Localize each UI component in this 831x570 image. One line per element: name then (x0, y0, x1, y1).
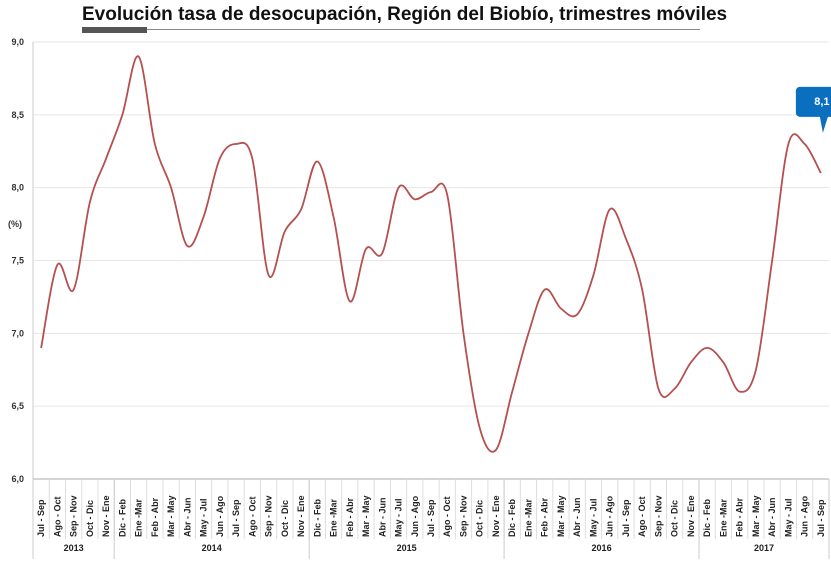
x-tick-label: Jul - Sep (816, 499, 826, 537)
x-tick-label: Mar - May (751, 495, 761, 537)
x-tick-label: Ago - Oct (247, 497, 257, 538)
y-tick-label: 6,5 (11, 401, 24, 411)
x-tick-label: May - Jul (394, 498, 404, 537)
x-tick-label: Dic - Feb (312, 498, 322, 537)
x-tick-label: Abr - Jun (767, 498, 777, 538)
x-tick-label: Nov - Ene (686, 495, 696, 537)
chart-title: Evolución tasa de desocupación, Región d… (82, 4, 728, 25)
y-tick-label: 9,0 (11, 37, 24, 47)
x-tick-label: Oct - Dic (670, 500, 680, 537)
year-label: 2015 (397, 543, 417, 553)
x-tick-label: Ene -Mar (523, 498, 533, 537)
x-tick-label: May - Jul (783, 498, 793, 537)
x-tick-label: Feb - Abr (345, 497, 355, 537)
x-tick-label: Mar - May (361, 495, 371, 537)
year-label: 2013 (64, 543, 84, 553)
x-tick-label: Nov - Ene (296, 495, 306, 537)
x-tick-label: Ene -Mar (134, 498, 144, 537)
x-tick-label: Jun - Ago (800, 495, 810, 537)
x-tick-label: Nov - Ene (491, 495, 501, 537)
x-tick-label: Jul - Sep (426, 499, 436, 537)
x-tick-label: May - Jul (199, 498, 209, 537)
y-tick-label: 8,5 (11, 110, 24, 120)
y-tick-label: 6,0 (11, 474, 24, 484)
x-tick-label: Sep - Nov (264, 495, 274, 537)
year-label: 2014 (202, 543, 222, 553)
x-tick-label: Jul - Sep (231, 499, 241, 537)
y-tick-label: 7,5 (11, 256, 24, 266)
x-tick-label: Oct - Dic (85, 500, 95, 537)
y-tick-label: 8,0 (11, 183, 24, 193)
series-line (40, 55, 822, 453)
year-label: 2017 (754, 543, 774, 553)
x-tick-label: Sep - Nov (653, 495, 663, 537)
x-tick-label: Ago - Oct (442, 497, 452, 538)
value-callout (795, 86, 831, 133)
x-tick-label: Ago - Oct (52, 497, 62, 538)
x-tick-label: Jun - Ago (215, 495, 225, 537)
x-tick-label: Abr - Jun (182, 498, 192, 538)
x-tick-label: Dic - Feb (702, 498, 712, 537)
x-tick-label: Sep - Nov (458, 495, 468, 537)
title-underline (82, 29, 700, 30)
x-tick-label: Oct - Dic (475, 500, 485, 537)
x-tick-label: Mar - May (556, 495, 566, 537)
x-tick-label: Jun - Ago (605, 495, 615, 537)
x-tick-label: Jul - Sep (621, 499, 631, 537)
x-tick-label: Abr - Jun (377, 498, 387, 538)
x-tick-label: Feb - Abr (540, 497, 550, 537)
x-tick-label: Abr - Jun (572, 498, 582, 538)
year-label: 2016 (592, 543, 612, 553)
y-tick-label: 7,0 (11, 328, 24, 338)
x-tick-label: Feb - Abr (735, 497, 745, 537)
x-tick-label: Jul - Sep (36, 499, 46, 537)
x-tick-label: Mar - May (166, 495, 176, 537)
title-underline-accent (82, 27, 147, 33)
x-tick-label: Nov - Ene (101, 495, 111, 537)
x-tick-label: Sep - Nov (69, 495, 79, 537)
x-tick-label: Ene -Mar (718, 498, 728, 537)
x-tick-label: Dic - Feb (117, 498, 127, 537)
x-tick-label: May - Jul (588, 498, 598, 537)
x-tick-label: Jun - Ago (410, 495, 420, 537)
x-tick-label: Ene -Mar (329, 498, 339, 537)
y-axis-label: (%) (8, 219, 22, 229)
x-tick-label: Dic - Feb (507, 498, 517, 537)
callout-label: 8,1 (814, 96, 829, 108)
x-tick-label: Oct - Dic (280, 500, 290, 537)
x-tick-label: Feb - Abr (150, 497, 160, 537)
x-tick-label: Ago - Oct (637, 497, 647, 538)
